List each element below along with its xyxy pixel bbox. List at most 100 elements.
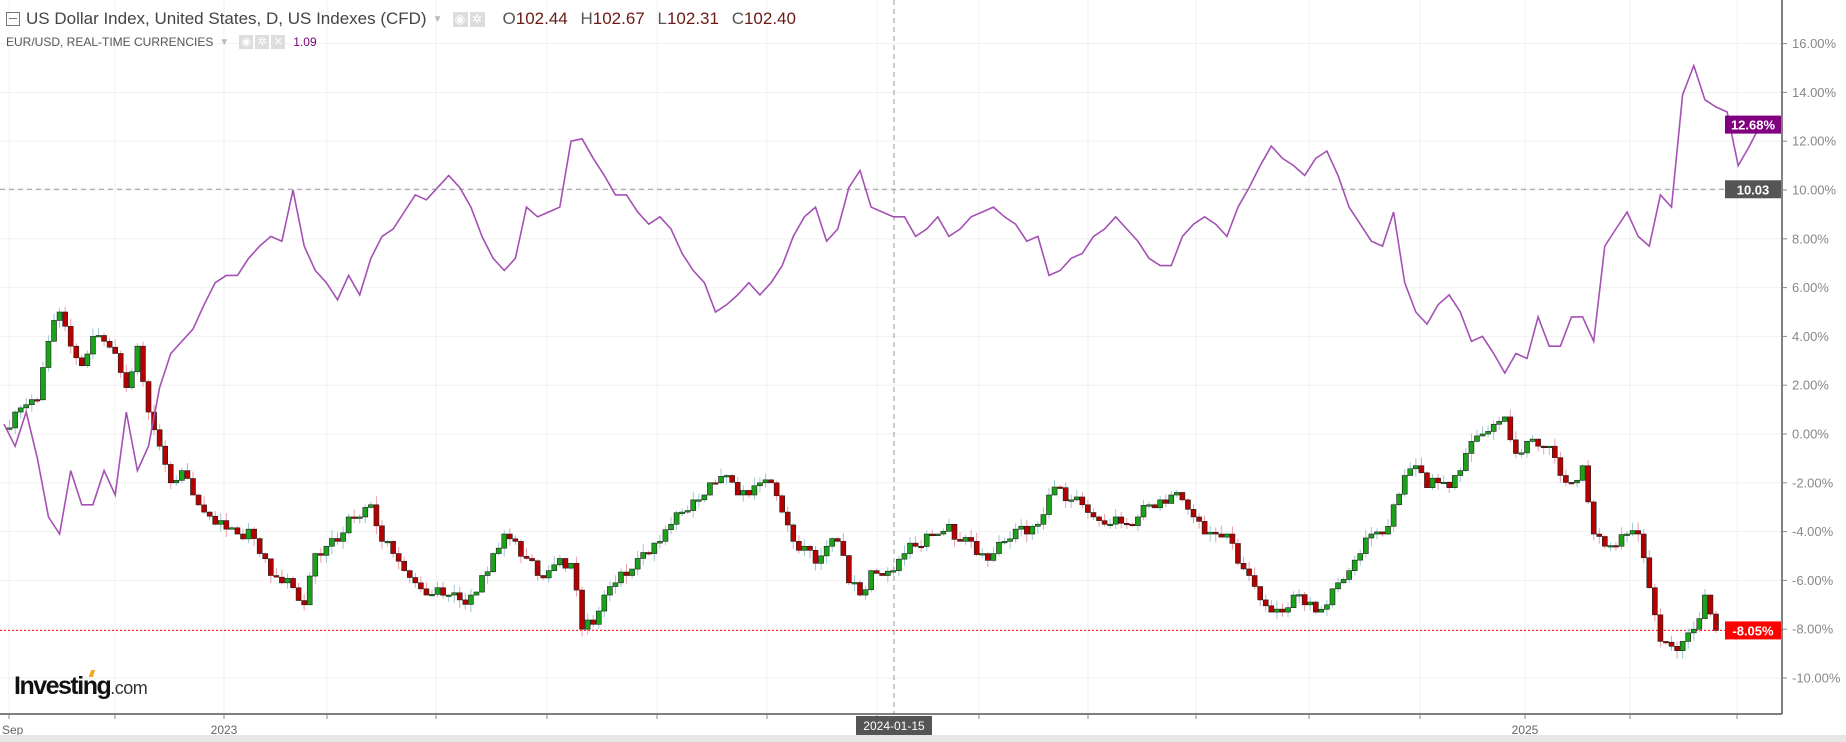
candle [167,461,174,489]
candle-body [951,523,958,540]
candle [312,552,319,584]
candle-body [723,475,730,478]
candle-body [1023,525,1030,535]
candle [651,542,658,562]
candle-body [1001,541,1008,544]
candle [673,510,680,531]
candle-body [384,541,391,544]
candle [1324,599,1330,616]
candle-body [140,345,146,382]
eurusd-last-badge-text: 12.68% [1731,118,1776,133]
candle [518,539,524,564]
candle [1023,519,1030,543]
candle-body [1624,533,1630,536]
candle [1518,448,1525,458]
candle [1224,533,1230,540]
candle [179,467,185,484]
candle-body [440,587,446,596]
candle-body [1618,534,1625,547]
candle [1246,561,1252,582]
candle [879,572,886,577]
time-axis[interactable]: Sep 2023 2025 [2,714,1738,737]
candle [1663,641,1669,645]
candle [1513,431,1519,459]
candle-body [790,524,797,542]
candle-body [1324,604,1330,610]
candle-body [1107,523,1113,527]
candle [923,530,930,552]
eye-icon[interactable]: ◉ [452,11,468,27]
candle [1557,451,1564,483]
candle [645,550,652,556]
candle [6,420,13,432]
candle [223,512,230,537]
candle-body [940,530,947,535]
chevron-down-icon[interactable]: ▼ [432,13,443,25]
candle [1679,641,1686,659]
candle [1046,488,1052,519]
candle-body [295,587,302,601]
candle [67,318,74,354]
candle-body [740,490,747,496]
main-series-title[interactable]: US Dollar Index, United States, D, US In… [26,9,427,28]
candle-body [45,340,52,368]
compare-series-legend: EUR/USD, REAL-TIME CURRENCIES ▼ ◉ ✲ ✕ 1.… [6,33,796,51]
candle [812,546,819,571]
candle [873,568,880,574]
candle-body [1040,514,1047,525]
candle [1429,474,1436,491]
candle-body [6,427,13,430]
candle [662,525,669,546]
eye-icon[interactable]: ◉ [239,35,254,49]
candle [1574,479,1580,488]
candle-body [1007,538,1013,542]
investing-logo: Investing.com [14,670,148,700]
candle [1474,429,1480,443]
candle [28,394,35,412]
candle-body [773,482,780,497]
collapse-icon[interactable] [6,12,20,26]
gear-icon[interactable]: ✲ [469,11,485,27]
candle-body [979,553,986,556]
close-label: C [731,9,744,28]
candle-body [1568,482,1575,485]
candle [229,525,235,530]
candle [690,492,697,518]
candle-body [707,482,713,496]
candle [390,540,396,558]
price-axis[interactable]: 16.00% 14.00% 12.00% 10.00% 8.00% 6.00% 4.00% 2… [1782,36,1841,686]
candle-body [451,592,458,596]
low-value: 102.31 [666,9,719,28]
candle [329,530,335,555]
candle-body [1374,531,1380,535]
candle-body [1046,494,1052,515]
candle-body [223,520,230,530]
close-icon[interactable]: ✕ [271,35,286,49]
candle [584,613,591,635]
candle-body [112,346,118,354]
candle [1140,499,1147,521]
candle [1079,492,1086,509]
candle [73,343,80,365]
candle-body [1418,465,1425,474]
gear-icon[interactable]: ✲ [255,35,270,49]
candle-body [40,367,46,401]
candle [17,405,24,419]
candle-body [890,570,897,573]
eurusd-line [3,63,1762,537]
candle [1490,420,1497,440]
candle [1073,490,1080,502]
compare-series-title[interactable]: EUR/USD, REAL-TIME CURRENCIES [6,35,214,49]
candle [1185,498,1191,515]
candle-body [1124,523,1130,526]
candle-body [896,558,902,571]
candle-body [690,499,697,511]
candle-body [862,589,869,596]
chevron-down-icon[interactable]: ▼ [219,36,230,48]
candle [379,520,385,549]
candle-body [501,533,508,549]
candle [1335,577,1341,593]
candle-body [401,560,408,571]
candle [957,531,963,542]
